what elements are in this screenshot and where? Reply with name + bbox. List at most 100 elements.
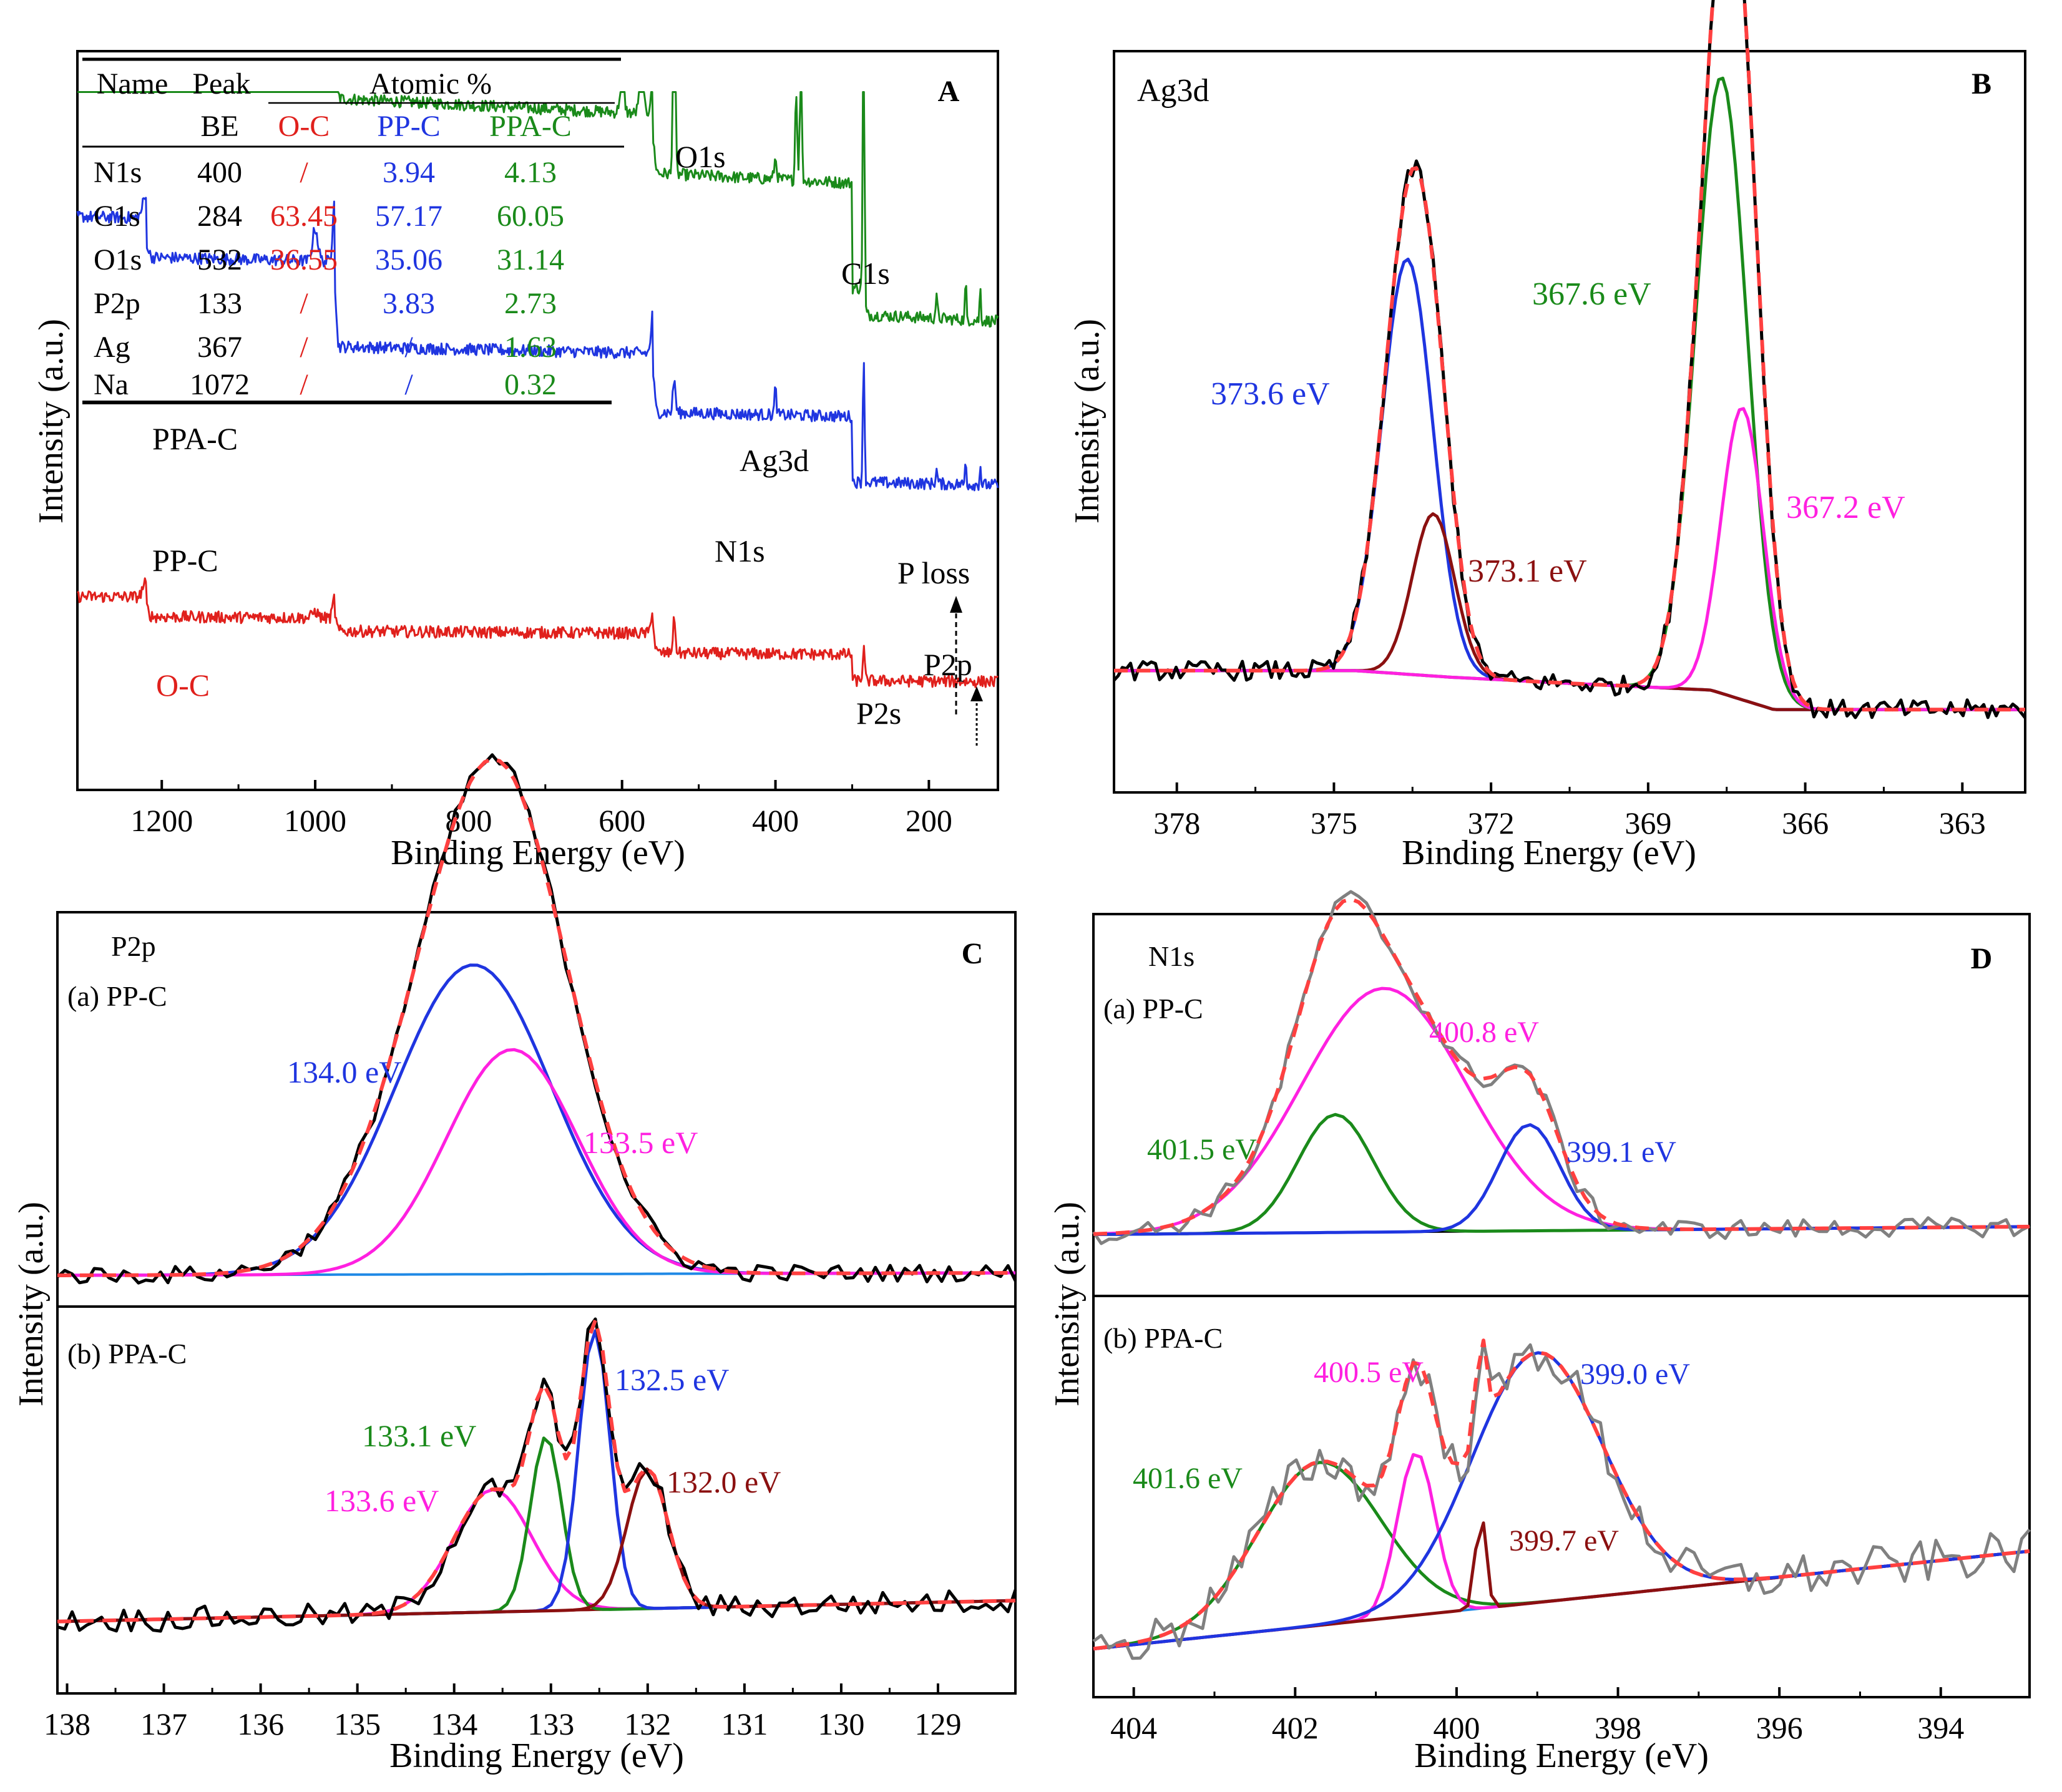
panel-a-letter: A xyxy=(938,75,960,108)
x-tick-label: 375 xyxy=(1311,806,1357,840)
table-cell: 31.14 xyxy=(497,243,564,276)
peak-label-p2p: P2p xyxy=(924,647,972,682)
c-peak-label-133-1: 133.1 eV xyxy=(362,1418,476,1453)
panel-c-title: P2p xyxy=(111,930,156,962)
table-cell: / xyxy=(300,287,308,320)
d-peak-label-400-5: 400.5 eV xyxy=(1314,1356,1424,1389)
table-cell: Ag xyxy=(94,331,130,364)
x-tick-label: 132 xyxy=(624,1707,671,1741)
label-o-c: O-C xyxy=(156,668,210,703)
arrow-p-loss-head xyxy=(950,596,962,613)
label-pp-c: PP-C xyxy=(152,543,218,578)
table-cell: N1s xyxy=(94,156,142,189)
d-peak-label-399-7: 399.7 eV xyxy=(1509,1524,1619,1557)
panel-d-letter: D xyxy=(1971,942,1993,975)
panel-c: 138 137 136 135 134 133 132 131 130 129 P2p C (a)… xyxy=(12,753,1017,1775)
x-tick-label: 394 xyxy=(1917,1710,1964,1745)
table-cell: / xyxy=(404,368,413,401)
survey-line-ppa-c xyxy=(77,91,999,328)
panel-b-xlabel: Binding Energy (eV) xyxy=(1402,834,1696,872)
peak-label-o1s: O1s xyxy=(675,139,726,174)
table-subheader-be: BE xyxy=(200,110,238,143)
panel-c-frame xyxy=(56,911,1017,1695)
x-tick-label: 136 xyxy=(237,1707,284,1741)
table-cell: 133 xyxy=(197,287,242,320)
x-tick-label: 400 xyxy=(1433,1710,1480,1745)
c-peak-label-132-5: 132.5 eV xyxy=(615,1362,729,1397)
panel-d-xlabel: Binding Energy (eV) xyxy=(1414,1736,1709,1775)
panel-c-sub-b-label: (b) PPA-C xyxy=(67,1338,187,1370)
x-tick-label: 396 xyxy=(1756,1710,1803,1745)
x-tick-label: 134 xyxy=(431,1707,477,1741)
panel-c-xlabel: Binding Energy (eV) xyxy=(389,1736,684,1775)
panel-c-sub-a-label: (a) PP-C xyxy=(67,980,167,1012)
table-header-atomic: Atomic % xyxy=(369,67,492,100)
p2p-ppc-fit-envelope xyxy=(57,757,1015,1277)
panel-d-sub-b-label: (b) PPA-C xyxy=(1103,1322,1223,1354)
x-tick-label: 1200 xyxy=(130,803,193,838)
peak-label-p-loss: P loss xyxy=(897,555,970,590)
panel-c-ylabel: Intensity (a.u.) xyxy=(12,1202,51,1406)
table-cell: 4.13 xyxy=(504,156,557,189)
ag3d-fit-envelope xyxy=(1114,0,2025,712)
x-tick-label: 366 xyxy=(1782,806,1829,840)
x-tick-label: 404 xyxy=(1110,1710,1157,1745)
x-tick-label: 398 xyxy=(1595,1710,1641,1745)
table-cell: 35.06 xyxy=(375,243,442,276)
panel-d-ylabel: Intensity (a.u.) xyxy=(1048,1202,1087,1406)
survey-line-o-c xyxy=(77,577,999,688)
table-subheader-ppc: PP-C xyxy=(377,110,440,143)
panel-b-ylabel: Intensity (a.u.) xyxy=(1068,319,1107,523)
table-cell: 284 xyxy=(197,200,242,233)
x-tick-label: 200 xyxy=(906,803,952,838)
table-cell: 1.63 xyxy=(504,331,557,364)
x-tick-label: 129 xyxy=(914,1707,961,1741)
x-tick-label: 378 xyxy=(1153,806,1200,840)
table-cell: 36.55 xyxy=(270,243,338,276)
x-tick-label: 137 xyxy=(140,1707,187,1741)
table-row: Ag 367 / / 1.63 xyxy=(94,331,557,364)
panel-b: 378 375 372 369 366 363 Ag3d B Binding Energy… xyxy=(1068,0,2026,872)
c-peak-label-132-0: 132.0 eV xyxy=(667,1464,781,1499)
table-cell: 3.83 xyxy=(383,287,435,320)
table-row: Na 1072 / / 0.32 xyxy=(94,368,557,401)
x-tick-label: 363 xyxy=(1939,806,1986,840)
d-peak-label-401-5: 401.5 eV xyxy=(1147,1133,1257,1166)
table-cell: O1s xyxy=(94,243,142,276)
table-cell: 63.45 xyxy=(270,200,338,233)
c-peak-label-133-6: 133.6 eV xyxy=(325,1483,439,1518)
table-row: O1s 532 36.55 35.06 31.14 xyxy=(94,243,564,276)
table-cell: / xyxy=(300,331,308,364)
ag3d-raw-data xyxy=(1113,0,2026,719)
peak-label-p2s: P2s xyxy=(856,696,901,731)
survey-line-pp-c xyxy=(76,197,999,492)
x-tick-label: 131 xyxy=(721,1707,768,1741)
n1s-ppac-fit-envelope xyxy=(1093,1338,2030,1651)
n1s-ppc-fit-envelope xyxy=(1093,897,2030,1236)
peak-label-ag3d: Ag3d xyxy=(740,443,809,478)
label-ppa-c: PPA-C xyxy=(152,421,238,456)
x-tick-label: 372 xyxy=(1468,806,1515,840)
table-cell: P2p xyxy=(94,287,140,320)
table-cell: / xyxy=(300,368,308,401)
b-peak-label-373-6: 373.6 eV xyxy=(1211,376,1330,412)
arrow-p2p-head xyxy=(970,686,983,701)
b-peak-label-367-2: 367.2 eV xyxy=(1786,490,1905,525)
table-cell: / xyxy=(300,156,308,189)
c-peak-label-134-0: 134.0 eV xyxy=(287,1054,401,1089)
table-subheader-ppac: PPA-C xyxy=(489,110,572,143)
x-tick-label: 135 xyxy=(334,1707,381,1741)
panel-d: 404 402 400 398 396 394 N1s D (a) PP-C (b) PP… xyxy=(1048,890,2031,1775)
panel-c-letter: C xyxy=(962,937,984,970)
table-header-peak: Peak xyxy=(192,67,250,100)
table-cell: 400 xyxy=(197,156,242,189)
table-cell: 2.73 xyxy=(504,287,557,320)
table-cell: 0.32 xyxy=(504,368,557,401)
panel-a-frame xyxy=(76,50,999,791)
b-peak-label-373-1: 373.1 eV xyxy=(1468,553,1587,589)
panel-b-title: Ag3d xyxy=(1137,73,1209,109)
table-row: C1s 284 63.45 57.17 60.05 xyxy=(94,200,564,233)
table-cell: 57.17 xyxy=(375,200,442,233)
table-cell: 60.05 xyxy=(497,200,564,233)
d-peak-label-400-8: 400.8 eV xyxy=(1429,1016,1539,1049)
